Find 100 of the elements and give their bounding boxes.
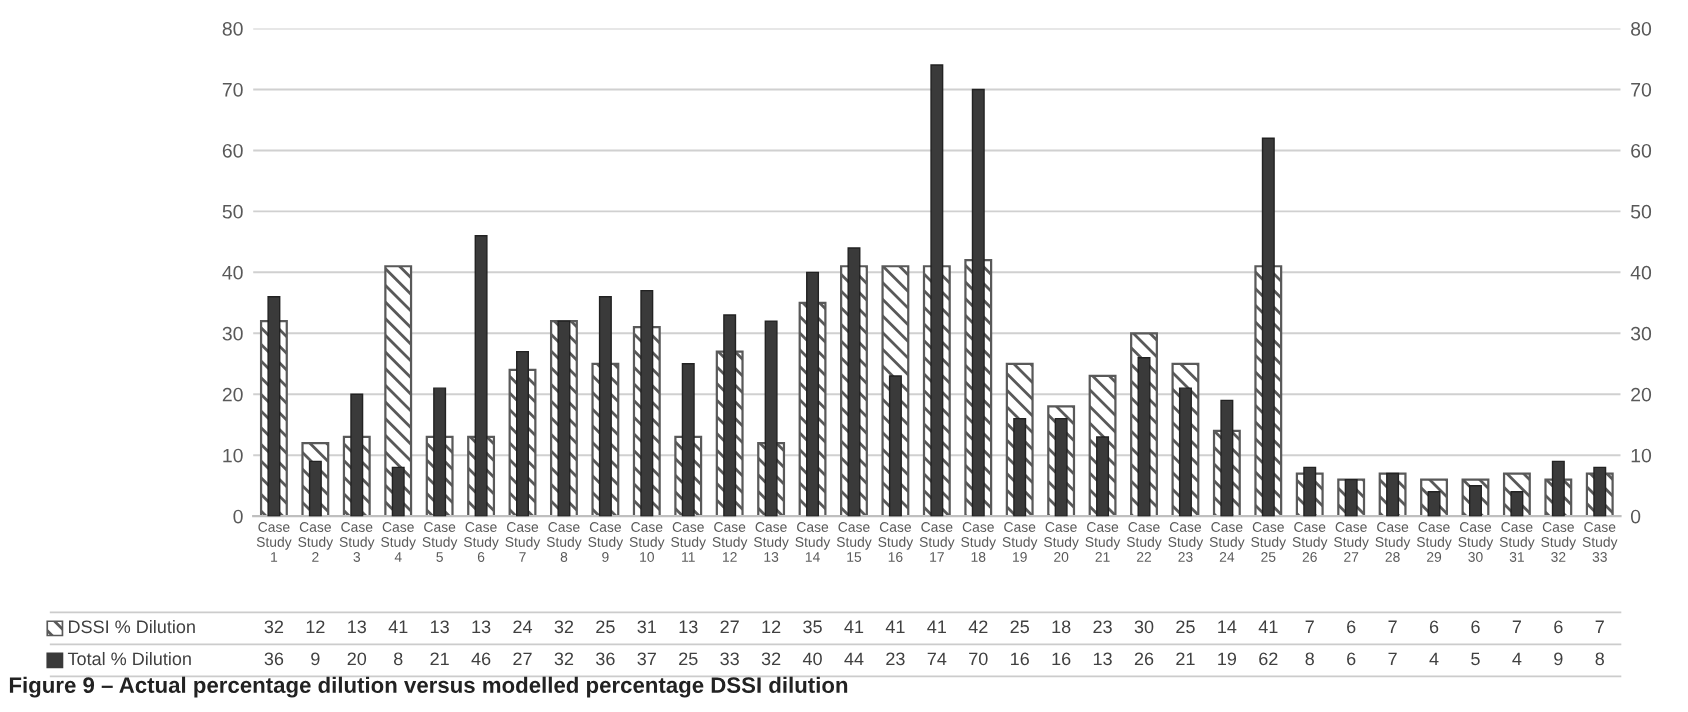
data-label: 70 (969, 652, 988, 666)
data-label: 41 (844, 620, 864, 634)
data-label: 14 (1218, 620, 1237, 634)
bar (1178, 387, 1192, 517)
bar (474, 235, 488, 517)
data-label: 31 (637, 620, 656, 634)
data-label: 44 (844, 652, 864, 666)
data-label: 32 (554, 620, 574, 634)
bar (930, 64, 944, 517)
y2-tick-label: 30 (1630, 326, 1652, 341)
y2-tick-label: 70 (1631, 82, 1652, 97)
y-tick-label: 10 (223, 448, 243, 463)
data-label: 7 (1388, 652, 1397, 666)
data-label: 46 (471, 652, 491, 666)
data-label: 13 (1093, 652, 1112, 666)
data-label: 9 (1554, 652, 1563, 666)
data-label: 8 (393, 652, 403, 666)
data-label: 7 (1388, 620, 1397, 634)
data-label: 16 (1052, 652, 1071, 666)
bar (1303, 466, 1317, 517)
data-label: 41 (388, 620, 408, 634)
y2-tick-label: 20 (1631, 387, 1652, 402)
data-label: 27 (513, 652, 532, 666)
bar (598, 296, 612, 517)
data-label: 7 (1512, 620, 1522, 634)
data-label: 24 (513, 620, 533, 634)
y-tick-label: 40 (222, 265, 243, 280)
data-label: 32 (264, 620, 284, 634)
data-label: 33 (720, 652, 739, 666)
y2-tick-label: 50 (1630, 204, 1652, 219)
data-label: 62 (1259, 652, 1278, 666)
data-label: 41 (927, 620, 946, 634)
bar (806, 271, 820, 517)
data-label: 32 (761, 652, 781, 666)
bar (1510, 491, 1524, 517)
data-label: 25 (1176, 620, 1195, 634)
data-label: 6 (1347, 620, 1356, 634)
data-label: 40 (802, 652, 822, 666)
bar (1013, 417, 1027, 517)
bar (1551, 460, 1565, 517)
data-label: 27 (720, 620, 739, 634)
y2-tick-label: 40 (1630, 265, 1652, 280)
data-label: 42 (968, 620, 988, 634)
bar (764, 320, 778, 517)
y-tick-label: 0 (233, 509, 243, 524)
data-label: 32 (554, 652, 574, 666)
data-label: 13 (472, 620, 491, 634)
data-label: 4 (1512, 652, 1522, 666)
bar (888, 375, 902, 517)
y2-tick-label: 80 (1631, 21, 1652, 36)
data-label: 35 (803, 620, 822, 634)
bar (1593, 466, 1607, 517)
y2-tick-label: 0 (1630, 509, 1641, 524)
bar (516, 350, 530, 517)
y2-tick-label: 60 (1631, 143, 1652, 158)
bar (847, 247, 861, 517)
data-label: 6 (1429, 620, 1439, 634)
y-tick-label: 80 (222, 21, 243, 36)
text: Figure 9 – Actual percentage dilution versus modelled percentage DSSI dilution (9, 676, 848, 698)
data-label: 30 (1134, 620, 1154, 634)
bar (1096, 436, 1110, 517)
data-label: 25 (679, 652, 698, 666)
data-label: 12 (762, 620, 781, 634)
data-label: 13 (430, 620, 449, 634)
data-label: 21 (430, 652, 449, 666)
y-tick-label: 20 (222, 387, 243, 402)
data-label: 7 (1305, 620, 1314, 634)
data-label: 37 (637, 652, 656, 666)
bar (308, 460, 322, 517)
bar (350, 393, 364, 517)
data-label: 20 (347, 652, 367, 666)
data-label: 4 (1429, 652, 1439, 666)
bar (391, 466, 405, 517)
data-label: 23 (1093, 620, 1112, 634)
data-label: 13 (348, 620, 367, 634)
data-label: 9 (311, 652, 320, 666)
data-label: 16 (1011, 652, 1029, 666)
data-label: 36 (264, 652, 284, 666)
data-label: 12 (306, 620, 325, 634)
bar (267, 296, 281, 517)
legend-label: DSSI % Dilution (69, 619, 195, 634)
data-label: 74 (927, 652, 947, 666)
y-tick-label: 70 (222, 82, 243, 97)
bar (971, 88, 985, 517)
data-label: 19 (1218, 652, 1237, 666)
bar (433, 387, 447, 517)
data-label: 6 (1554, 620, 1563, 634)
bar (1137, 356, 1151, 517)
data-label: 41 (885, 620, 905, 634)
data-label: 23 (886, 652, 905, 666)
bar (1220, 399, 1234, 517)
y-tick-label: 50 (222, 204, 243, 219)
data-label: 6 (1471, 620, 1480, 634)
data-label: 25 (596, 620, 615, 634)
bar (1261, 137, 1275, 517)
y-tick-label: 30 (222, 326, 243, 341)
bar (384, 265, 413, 517)
legend-label: Total % Dilution (67, 651, 191, 666)
data-label: 26 (1134, 652, 1154, 666)
data-label: 13 (679, 620, 698, 634)
